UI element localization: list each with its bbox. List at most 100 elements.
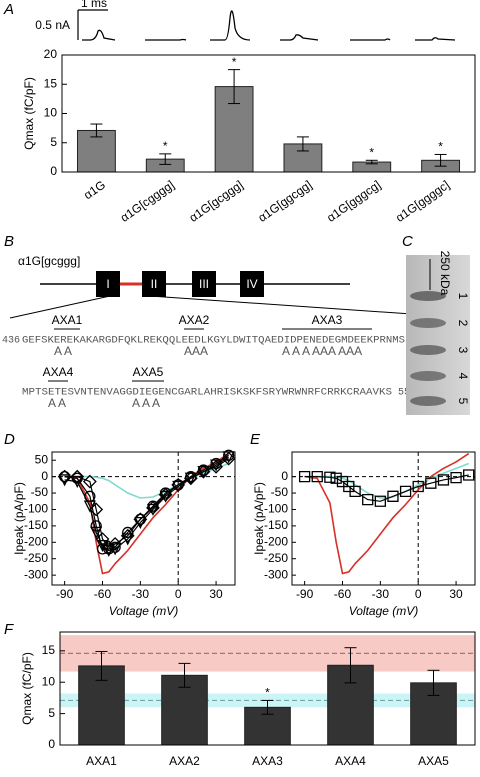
x-tick-label: α1G[ggggc] [393,178,452,225]
gel-band [410,371,446,381]
x-tick-label: α1G[gggcg] [324,178,383,225]
lane-label: 1 [456,293,470,300]
plot-frame [61,54,476,173]
significance-mark: * [163,139,168,153]
domain-label: III [199,277,209,291]
gel [406,255,470,415]
y-tick-label: -50 [31,485,49,499]
residue-number: 436 [2,336,20,347]
marker [171,477,186,492]
marker [183,471,198,486]
construct-name: α1G[gcggg] [18,254,80,268]
panel-label: D [4,431,15,448]
gel-image [406,255,470,415]
y-tick-label: -100 [24,502,48,516]
y-tick-label: -200 [264,534,288,548]
trace [415,37,456,41]
mutation-label: A A [54,344,72,358]
x-tick-label: -90 [56,587,74,601]
marker [197,466,210,479]
scale-bar-label: 0.5 nA [35,18,70,32]
trace [280,34,319,41]
marker [133,512,148,527]
panel-label: F [4,621,14,638]
significance-mark: * [265,686,270,700]
marker [82,474,97,489]
y-tick-label: 0 [48,737,55,751]
marker [95,532,110,546]
plot-frame [59,631,476,746]
plot-frame [291,451,476,586]
current-traces [82,10,456,41]
lane-label: 3 [456,347,470,354]
series-line [304,462,469,499]
x-tick-label: 30 [209,587,223,601]
marker [159,490,172,503]
y-tick-label: 15 [42,643,56,657]
marker [209,459,223,474]
region-label: AXA5 [133,365,164,379]
marker [298,470,311,483]
marker [108,537,123,551]
marker [463,469,475,481]
y-tick-label: -150 [24,518,48,532]
marker [158,487,173,502]
y-tick-label: 10 [44,106,58,120]
region-label: AXA1 [52,313,83,327]
x-tick-label: -60 [334,587,352,601]
y-tick-label: -50 [271,485,289,499]
marker [83,500,96,513]
y-tick-label: -300 [24,567,48,581]
domain-box [240,271,264,297]
y-tick-label: -100 [264,502,288,516]
marker [184,472,197,485]
x-tick-label: -90 [296,587,314,601]
x-axis-label: Voltage (mV) [349,604,419,618]
x-tick-label: AXA5 [418,754,449,768]
series-line [64,454,230,550]
domain-box [142,271,166,297]
trace [350,38,391,41]
trace [210,10,251,41]
y-tick-label: 20 [44,47,58,61]
marker [349,485,361,498]
sequence: MPTSETESVNTENVAGGDIEGENCGARLAHRISKSKFSRY… [22,388,392,399]
zoom-line [9,295,111,319]
x-axis-label: Voltage (mV) [109,604,179,618]
panel-label: B [4,233,14,250]
marker [90,526,103,539]
x-tick-label: AXA2 [169,754,200,768]
y-tick-label: 50 [35,452,49,466]
gel-band [410,291,446,301]
y-tick-label: 0 [281,469,288,483]
x-tick-label: -30 [372,587,390,601]
marker [399,485,412,498]
x-tick-label: α1G[cgggg] [118,178,177,225]
x-tick-label: -30 [132,587,150,601]
domain-box [96,271,120,297]
marker [412,480,424,493]
domain-label: IV [246,277,257,291]
domain-box [192,271,216,297]
x-tick-label: AXA4 [335,754,366,768]
scale-bar [77,9,108,40]
series-line [304,452,470,575]
scale-bar-lines [77,9,108,40]
y-axis-label: Qmax (fC/pF) [20,652,34,725]
bar [283,143,323,173]
gel-band [410,345,446,355]
x-tick-label: 0 [175,587,182,601]
lane-label: 4 [456,373,470,380]
scale-bar-label: 1 ms [81,0,107,10]
series-line [304,474,469,502]
y-axis-label: Qmax (fC/pF) [22,77,36,150]
marker [120,528,135,543]
marker [70,469,85,484]
region-label: AXA4 [43,365,74,379]
marker [336,475,349,488]
domain-label: II [151,277,158,291]
panel-label: C [402,233,413,250]
marker [425,477,437,489]
trace [145,38,187,41]
series-line [64,462,229,499]
